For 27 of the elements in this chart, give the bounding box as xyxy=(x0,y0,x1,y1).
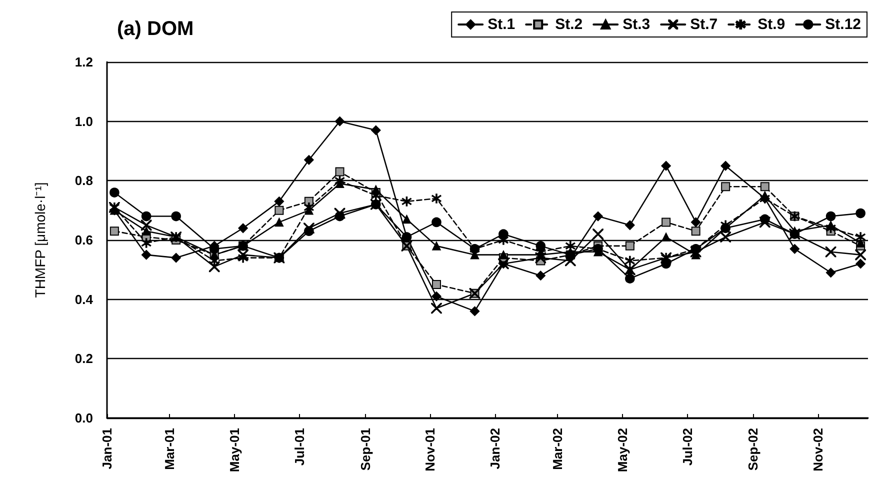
chart-title: (a) DOM xyxy=(117,18,194,40)
legend-label: St.7 xyxy=(690,16,718,33)
x-tick-label: Nov-01 xyxy=(422,428,438,472)
y-tick-label: 0.8 xyxy=(74,173,93,188)
x-tick-label: Jan-02 xyxy=(487,428,502,470)
x-tick-label: Mar-02 xyxy=(550,428,566,470)
x-tick-label: Jul-01 xyxy=(292,428,307,466)
x-tick-label: May-01 xyxy=(227,428,242,472)
legend-label: St.9 xyxy=(758,16,786,33)
y-tick-label: 1.0 xyxy=(74,114,93,129)
y-tick-label: 0.4 xyxy=(74,292,94,307)
x-tick-label: Sep-02 xyxy=(746,428,761,471)
x-tick-label: Sep-01 xyxy=(358,428,373,471)
y-tick-label: 0.2 xyxy=(74,351,93,366)
x-tick-label: Jul-02 xyxy=(680,428,695,466)
y-tick-label: 0.0 xyxy=(74,410,93,426)
x-tick-label: May-02 xyxy=(614,428,630,472)
y-tick-label: 0.6 xyxy=(74,232,93,248)
y-axis-title: THMFP [μmole·l⁻¹] xyxy=(32,182,48,298)
legend-label: St.3 xyxy=(622,16,650,33)
x-tick-label: Jan-01 xyxy=(100,428,114,470)
x-tick-label: Mar-01 xyxy=(162,428,178,470)
x-tick-label: Nov-02 xyxy=(810,428,826,472)
legend-label: St.2 xyxy=(555,16,583,33)
legend-label: St.1 xyxy=(488,16,516,33)
legend-label: St.12 xyxy=(825,16,862,33)
y-tick-label: 1.2 xyxy=(74,54,93,70)
